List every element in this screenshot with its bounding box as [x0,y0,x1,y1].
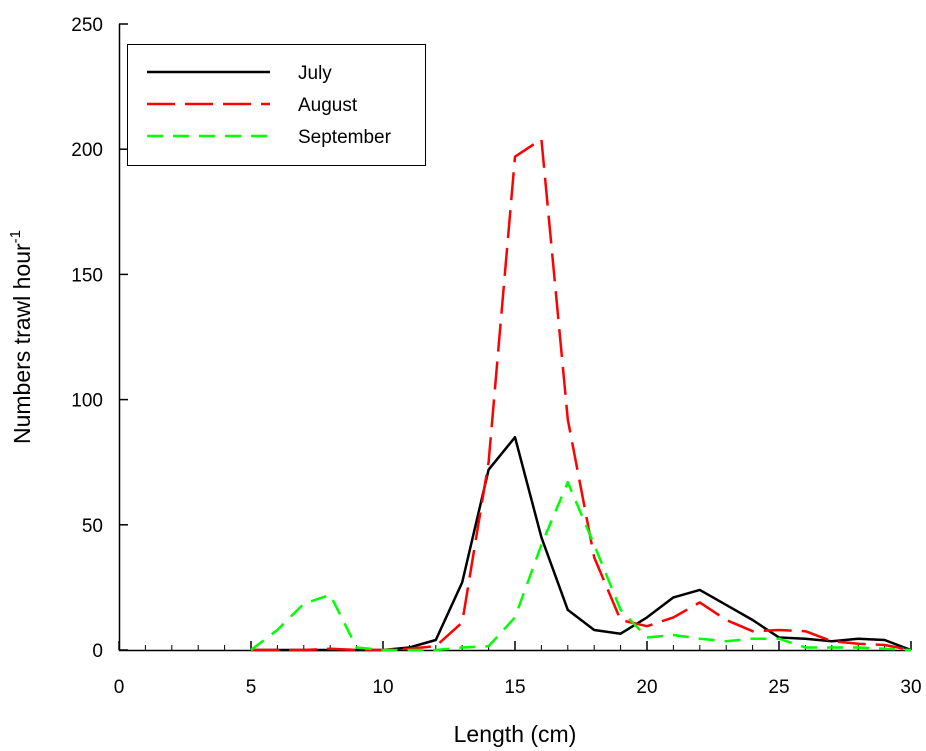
series-line-july [251,435,912,652]
x-tick-label: 15 [504,677,525,698]
y-tick-label: 250 [71,15,103,36]
ticks: 0 5 10 15 20 25 30 0 50 100 150 200 250 [71,15,921,698]
legend-entries: July August September [147,63,392,148]
y-tick-label: 100 [71,391,103,412]
x-tick-label: 5 [246,677,257,698]
y-tick-label: 200 [71,140,103,161]
y-tick-label: 150 [71,265,103,286]
legend-label-august: August [298,95,358,116]
y-tick-label: 50 [82,516,103,537]
y-axis-title-main: Numbers trawl hour [9,243,35,444]
y-axis-title-superscript: -1 [7,230,24,243]
legend-label-july: July [298,63,332,84]
y-tick-label: 0 [92,641,103,662]
legend: July August September [127,44,426,166]
x-tick-label: 20 [636,677,657,698]
series-line-august [251,137,912,652]
legend-label-september: September [298,127,392,148]
series-line-september [250,480,912,652]
x-tick-label: 30 [900,677,921,698]
y-axis-title: Numbers trawl hour-1 [7,230,35,444]
x-tick-label: 0 [114,677,125,698]
series-lines [250,137,912,652]
x-tick-label: 25 [768,677,789,698]
legend-box [127,44,426,166]
x-tick-label: 10 [372,677,393,698]
x-axis-title: Length (cm) [454,721,577,747]
